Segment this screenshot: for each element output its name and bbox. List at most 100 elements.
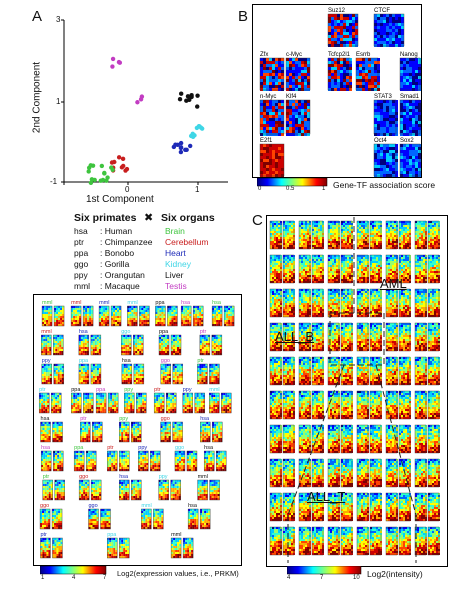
tf-scale-tick-0: 0 [258, 186, 262, 192]
intensity-colorbar [287, 566, 362, 575]
pca-point [175, 142, 180, 148]
heatmap-tile [414, 288, 427, 318]
heatmap-tile [385, 492, 398, 522]
heatmap-tile [373, 143, 398, 177]
pca-point [178, 145, 184, 150]
pca-point [119, 165, 125, 170]
tile-label: ppy [159, 474, 168, 480]
heatmap-tile [398, 526, 411, 556]
heatmap-tile [282, 424, 295, 454]
heatmap-tile [98, 305, 110, 327]
heatmap-tile [212, 421, 223, 443]
heatmap-tile [182, 537, 194, 559]
heatmap-tile [369, 390, 382, 420]
tile-label: mml [41, 329, 51, 335]
heatmap-tile [398, 220, 411, 250]
heatmap-tile [311, 424, 324, 454]
heatmap-tile [100, 508, 111, 530]
tile-label: ptr [40, 532, 47, 538]
pca-point [86, 169, 91, 174]
pca-xtick-0: 0 [125, 185, 130, 194]
pca-xlabel: 1st Component [86, 194, 154, 205]
tf-scale-tick-mid: 0.5 [286, 186, 295, 192]
heatmap-tile [427, 492, 440, 522]
heatmap-tile [414, 390, 427, 420]
heatmap-tile [197, 479, 208, 501]
heatmap-tile [158, 334, 170, 356]
heatmap-tile [327, 57, 352, 91]
heatmap-tile [398, 458, 411, 488]
heatmap-tile [427, 254, 440, 284]
expr-scale-tick-4: 4 [72, 575, 76, 581]
heatmap-tile [172, 363, 184, 385]
heatmap-tile [269, 424, 282, 454]
heatmap-tile [153, 508, 164, 530]
group-label-aml: AML [380, 276, 407, 291]
panel-a-letter: A [32, 8, 43, 25]
pca-ylabel: 2nd Component [31, 61, 43, 134]
heatmap-tile [186, 450, 198, 472]
heatmap-tile [158, 479, 169, 501]
heatmap-tile [385, 356, 398, 386]
pca-point [178, 140, 184, 146]
tile-label: mml [42, 300, 52, 306]
heatmap-tile [298, 390, 311, 420]
heatmap-tile [199, 334, 211, 356]
tile-label: mml [171, 532, 181, 538]
tile-label: hsa [41, 445, 51, 451]
pca-point [179, 91, 184, 96]
tile-label: Tcfcp2l1 [328, 52, 351, 58]
heatmap-tile [356, 288, 369, 318]
heatmap-tile [398, 356, 411, 386]
tile-label: hsa [181, 300, 191, 306]
heatmap-tile [356, 526, 369, 556]
pca-point [187, 143, 193, 149]
heatmap-tile [369, 458, 382, 488]
heatmap-tile [170, 334, 182, 356]
tile-label: ppy [183, 387, 192, 393]
heatmap-tile [298, 322, 311, 352]
pca-point [192, 133, 197, 138]
panel-c-letter: C [252, 212, 263, 229]
heatmap-tile [298, 288, 311, 318]
heatmap-tile [78, 363, 90, 385]
heatmap-tile [119, 479, 130, 501]
pca-point [139, 94, 145, 99]
organ-entry: Heart [165, 248, 186, 258]
heatmap-tile [121, 334, 132, 356]
heatmap-tile [211, 305, 223, 327]
panel-b-letter: B [238, 8, 249, 25]
pca-point [109, 160, 115, 165]
heatmap-tile [141, 508, 152, 530]
heatmap-tile [298, 356, 311, 386]
primates-list: hsa: Human ptr: Chimpanzee ppa: Bonobo ggo:… [74, 226, 152, 292]
heatmap-tile [285, 57, 311, 91]
heatmap-tile [311, 492, 324, 522]
heatmap-tile [73, 450, 85, 472]
heatmap-tile [150, 450, 161, 472]
pca-point [199, 126, 205, 131]
heatmap-tile [385, 220, 398, 250]
heatmap-tile [82, 305, 94, 327]
heatmap-tile [327, 390, 340, 420]
pca-point [189, 94, 194, 100]
pca-point [135, 100, 140, 105]
heatmap-tile [369, 288, 382, 318]
pca-point [92, 177, 97, 183]
pca-ytick-bottom: -1 [50, 177, 58, 186]
heatmap-tile [41, 305, 53, 327]
heatmap-tile [40, 421, 51, 443]
tile-label: Zfx [260, 52, 268, 58]
pca-point [100, 177, 106, 183]
heatmap-tile [414, 254, 427, 284]
heatmap-tile [259, 99, 285, 136]
heatmap-tile [340, 220, 353, 250]
tile-label: ggo [161, 358, 170, 364]
tile-label: hsa [212, 300, 222, 306]
heatmap-tile [95, 392, 107, 414]
heatmap-tile [282, 322, 295, 352]
pca-ytick-top: 3 [56, 15, 61, 24]
tile-label: ptr [80, 416, 87, 422]
tile-label: mml [99, 300, 109, 306]
heatmap-tile [53, 363, 65, 385]
